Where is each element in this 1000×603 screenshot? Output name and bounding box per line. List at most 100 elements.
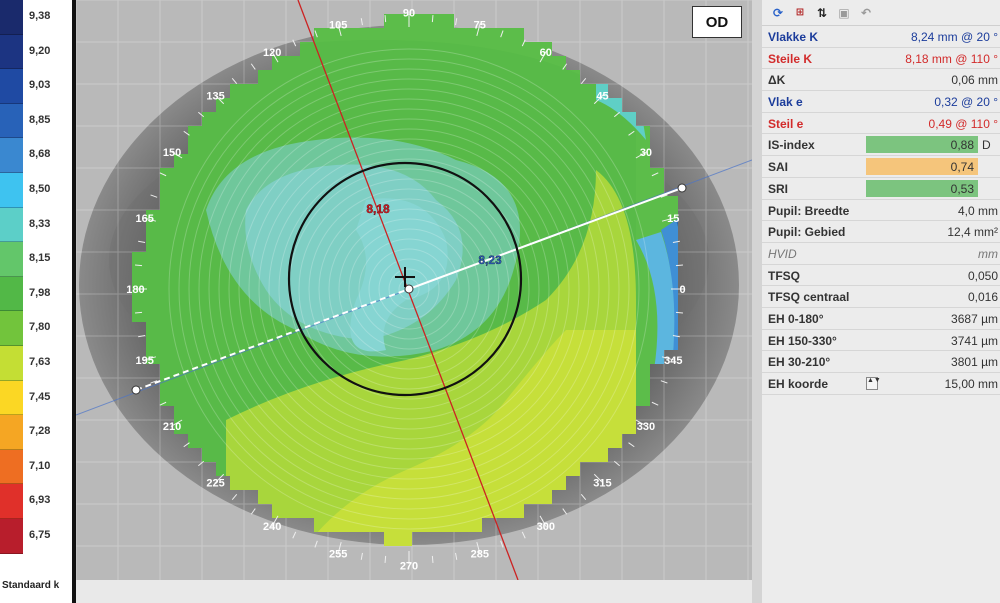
row-tfsq-centraal: TFSQ centraal 0,016 <box>762 286 1000 308</box>
row-label: Vlakke K <box>768 30 819 44</box>
scale-swatch <box>0 0 23 35</box>
scale-step: 7,45 <box>0 380 72 416</box>
scale-swatch <box>0 103 23 139</box>
axis-label: 210 <box>163 421 181 433</box>
scale-step: 7,28 <box>0 415 72 450</box>
scale-swatch <box>0 311 23 346</box>
spinner-control[interactable]: ▲▼ <box>866 377 881 390</box>
axis-label: 255 <box>329 548 347 560</box>
row-value: 0,06 mm <box>951 73 998 88</box>
row-sai: SAI 0,74 <box>762 156 1000 178</box>
map-canvas[interactable]: 9075604530150345330315300285270255240225… <box>76 0 752 580</box>
row-eh-30-210: EH 30-210° 3801 µm <box>762 351 1000 373</box>
row-value: 0,016 <box>967 290 998 305</box>
axis-labels: 9075604530150345330315300285270255240225… <box>126 8 685 573</box>
scale-name: Standaard k <box>2 580 60 591</box>
scale-label: 8,85 <box>29 113 51 126</box>
undo-icon[interactable]: ↶ <box>860 5 872 20</box>
eye-badge: OD <box>692 6 742 38</box>
scale-label: 9,20 <box>29 44 51 57</box>
scale-step: 7,98 <box>0 276 72 312</box>
scale-swatch <box>0 207 23 243</box>
row-eh-0-180: EH 0-180° 3687 µm <box>762 308 1000 330</box>
scale-step: 6,93 <box>0 484 72 519</box>
row-vlakke-k: Vlakke K 8,24 mm @ 20 ° <box>762 26 1000 48</box>
row-value: 4,0 mm <box>957 203 998 218</box>
scale-step: 9,38 <box>0 0 72 35</box>
row-label: EH 30-210° <box>768 355 831 370</box>
axis-label: 30 <box>640 147 652 159</box>
axis-label: 330 <box>637 421 655 433</box>
row-label: Steile K <box>768 51 813 66</box>
axis-label: 120 <box>263 47 281 59</box>
row-label: TFSQ <box>768 268 800 283</box>
indices-table: Vlakke K 8,24 mm @ 20 ° Steile K 8,18 mm @ … <box>762 26 1000 395</box>
row-value: 3687 µm <box>951 311 998 326</box>
panel-toolbar: ⟳ ⊞ ⇅ ▣ ↶ <box>762 0 1000 26</box>
chord-dashed <box>135 288 410 391</box>
axis-label: 165 <box>136 213 154 225</box>
scale-label: 8,15 <box>29 252 51 265</box>
scale-step: 8,33 <box>0 207 72 243</box>
chord-solid <box>408 187 683 290</box>
row-steile-k: Steile K 8,18 mm @ 110 ° <box>762 48 1000 70</box>
axis-ticks <box>134 14 684 564</box>
axis-label: 0 <box>680 284 686 296</box>
row-value: 12,4 mm² <box>947 225 998 240</box>
scale-step: 9,20 <box>0 34 72 70</box>
scale-step: 7,63 <box>0 346 72 381</box>
save-icon[interactable]: ▣ <box>838 5 850 20</box>
topography-map[interactable]: 90 75 60 45 30 15 0 345 330 315 300 285 270 255 240 225… <box>76 0 752 580</box>
axis-label: 105 <box>329 20 347 32</box>
row-value: 3801 µm <box>951 355 998 370</box>
scale-label: 6,93 <box>29 494 51 507</box>
scale-swatch <box>0 380 23 416</box>
chord-end-right <box>677 183 687 193</box>
scale-step: 8,68 <box>0 138 72 173</box>
scale-swatch <box>0 449 23 485</box>
chord-center <box>404 284 414 294</box>
color-scale: 9,38 9,20 9,03 8,85 8,68 8,50 8,33 8,15 7,98 7,80… <box>0 0 72 603</box>
row-pupil-gebied: Pupil: Gebied 12,4 mm² <box>762 221 1000 243</box>
row-bar <box>866 158 978 176</box>
scale-swatch <box>0 242 23 277</box>
scale-swatch <box>0 519 23 554</box>
scale-swatch <box>0 346 23 381</box>
row-unit: D <box>982 138 991 153</box>
axis-label: 180 <box>126 284 144 296</box>
row-label: Pupil: Gebied <box>768 225 846 240</box>
scale-step: 8,15 <box>0 242 72 277</box>
scale-label: 7,63 <box>29 356 51 368</box>
scale-label: 8,50 <box>29 183 51 195</box>
row-label: Pupil: Breedte <box>768 203 850 218</box>
axis-label: 45 <box>596 91 608 103</box>
row-label: ΔK <box>768 73 786 88</box>
axis-icon[interactable]: ⊞ <box>795 7 805 18</box>
row-label: Steil e <box>768 116 804 131</box>
axis-label: 345 <box>664 355 682 367</box>
axis-label: 270 <box>400 560 418 572</box>
scale-label: 7,10 <box>29 459 51 472</box>
scale-step: 6,75 <box>0 519 72 554</box>
row-value: mm <box>978 246 998 261</box>
refresh-icon[interactable]: ⟳ <box>772 5 784 20</box>
row-delta-k: ΔK 0,06 mm <box>762 69 1000 92</box>
sort-icon[interactable]: ⇅ <box>816 5 828 20</box>
axis-label: 315 <box>593 477 611 489</box>
scale-step: 7,10 <box>0 449 72 485</box>
curvature-map <box>132 14 678 546</box>
scale-swatch <box>0 276 23 312</box>
scale-swatch <box>0 138 23 173</box>
row-label: SRI <box>768 181 789 196</box>
scale-swatch <box>0 69 23 104</box>
row-tfsq: TFSQ 0,050 <box>762 265 1000 287</box>
row-value: 8,18 mm @ 110 ° <box>905 51 998 66</box>
row-sri: SRI 0,53 <box>762 178 1000 200</box>
scale-swatch <box>0 415 23 450</box>
scale-swatch <box>0 173 23 208</box>
scale-step: 8,85 <box>0 103 72 139</box>
row-label: Vlak e <box>768 95 803 110</box>
row-hvid: HVID mm <box>762 243 1000 265</box>
row-is-index: IS-index 0,88 D <box>762 134 1000 157</box>
row-value: 0,050 <box>967 268 998 283</box>
